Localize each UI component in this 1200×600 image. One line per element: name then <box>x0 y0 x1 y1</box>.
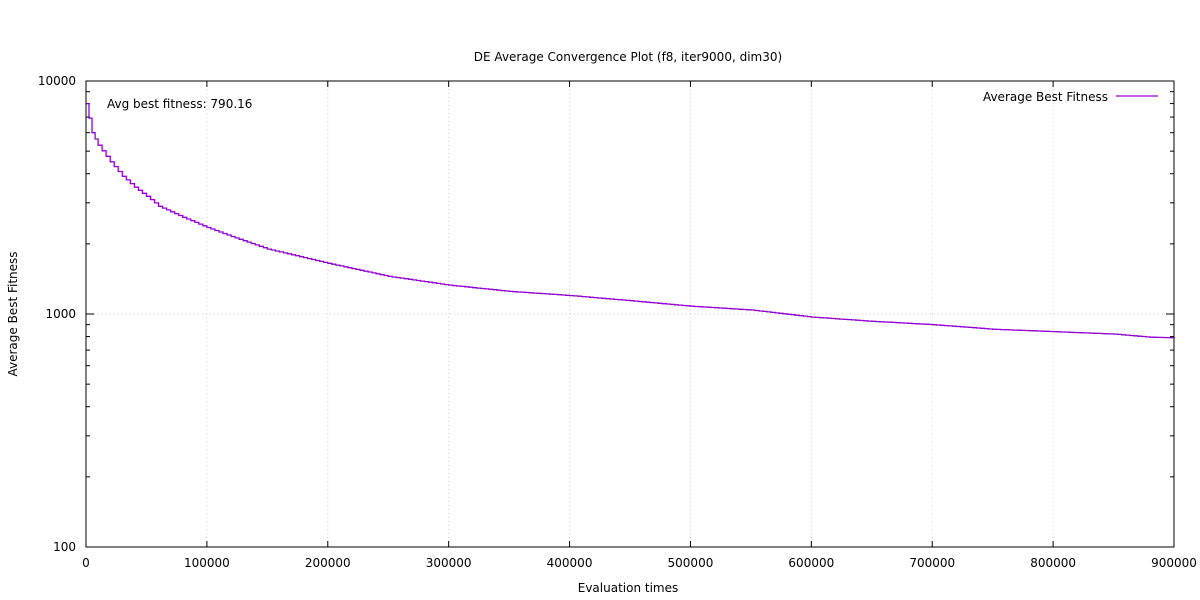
x-tick-label: 100000 <box>184 556 230 570</box>
grid <box>86 81 1174 547</box>
x-tick-label: 300000 <box>426 556 472 570</box>
series-line-average-best-fitness <box>86 102 1175 339</box>
x-axis-label: Evaluation times <box>578 581 679 595</box>
tick-labels: 0 100000 200000 300000 400000 500000 600000 700… <box>38 74 1197 570</box>
x-tick-label: 0 <box>82 556 90 570</box>
x-tick-label: 700000 <box>909 556 955 570</box>
x-tick-label: 500000 <box>668 556 714 570</box>
x-tick-label: 800000 <box>1030 556 1076 570</box>
x-tick-label: 200000 <box>305 556 351 570</box>
chart-title: DE Average Convergence Plot (f8, iter900… <box>474 50 782 64</box>
avg-fitness-annotation: Avg best fitness: 790.16 <box>107 97 252 111</box>
legend: Average Best Fitness <box>983 90 1158 104</box>
y-tick-label: 10000 <box>38 74 76 88</box>
x-tick-label: 900000 <box>1151 556 1197 570</box>
legend-label: Average Best Fitness <box>983 90 1108 104</box>
plot-frame <box>85 80 1175 548</box>
y-tick-label: 1000 <box>45 307 76 321</box>
y-axis-label: Average Best Fitness <box>6 251 20 376</box>
y-tick-label: 100 <box>53 540 76 554</box>
x-tick-label: 600000 <box>788 556 834 570</box>
x-tick-label: 400000 <box>547 556 593 570</box>
